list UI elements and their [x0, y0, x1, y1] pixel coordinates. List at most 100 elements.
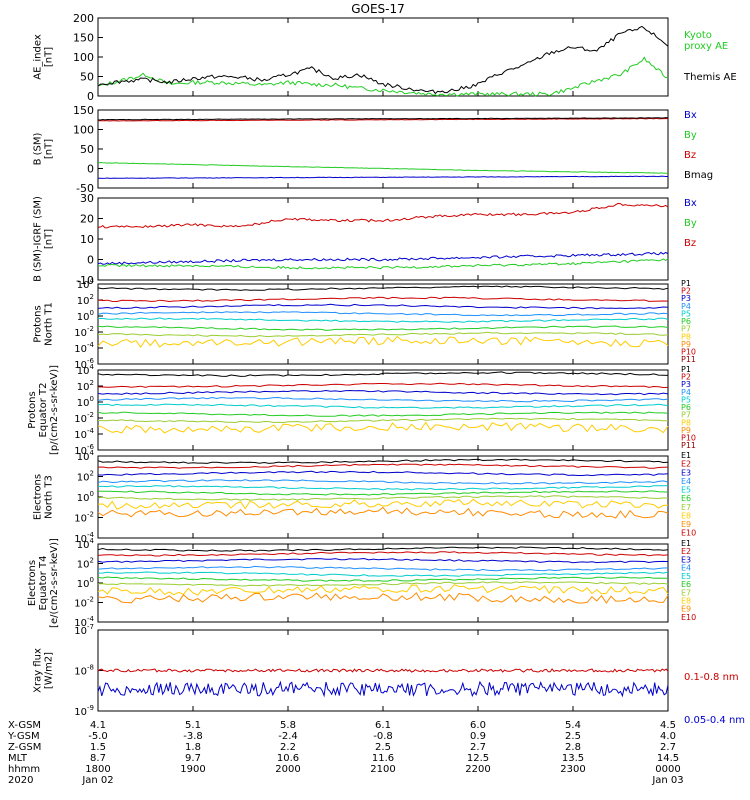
y-tick-label: 100	[77, 576, 94, 590]
ephemeris-value: 2.7	[660, 742, 676, 753]
ephemeris-value: 1800	[85, 764, 110, 775]
series-line	[98, 175, 668, 179]
ephemeris-value: 2.8	[565, 742, 581, 753]
channel-label: E1	[681, 451, 691, 460]
ephemeris-value: Jan 02	[81, 775, 113, 786]
channel-label: P9	[681, 426, 691, 435]
channel-label: P6	[681, 403, 691, 412]
ephemeris-value: -5.0	[88, 731, 108, 742]
y-axis-label: [nT]	[44, 47, 55, 67]
channel-line	[97, 396, 669, 403]
channel-label: E6	[681, 494, 691, 503]
ephemeris-value: 12.5	[467, 753, 489, 764]
channel-line	[97, 335, 669, 348]
channel-label: P7	[681, 325, 691, 334]
ephemeris-value: Jan 03	[651, 775, 683, 786]
y-tick-label: 104	[77, 537, 95, 551]
y-axis-label: B (SM)	[33, 132, 44, 165]
channel-line	[97, 303, 669, 310]
channel-label: E6	[681, 580, 691, 589]
ephemeris-value: 13.5	[562, 753, 584, 764]
y-tick-label: 150	[73, 104, 94, 117]
ephemeris-row-label: MLT	[8, 753, 28, 764]
y-tick-label: 10-9	[74, 704, 94, 718]
y-tick-exponent: -4	[87, 615, 95, 623]
channel-label: P8	[681, 332, 691, 341]
channel-line	[97, 495, 669, 501]
y-tick-exponent: -9	[87, 704, 94, 712]
channel-label: E4	[681, 477, 691, 486]
y-tick-label: 10-4	[74, 427, 94, 441]
y-axis-label: Electrons	[33, 474, 44, 520]
y-axis-label: [p/(cm2-s-sr-keV)]	[49, 365, 60, 455]
y-tick-label: -10	[76, 274, 94, 287]
y-tick-exponent: -2	[87, 325, 94, 333]
ephemeris-value: 2000	[275, 764, 300, 775]
legend-entry: Bz	[684, 150, 696, 161]
channel-label: E9	[681, 520, 691, 529]
y-tick-label: 10-2	[74, 511, 94, 525]
ephemeris-row-label: Y-GSM	[7, 731, 40, 742]
y-axis-label: [W/m2]	[44, 652, 55, 689]
y-tick-exponent: -2	[87, 511, 94, 519]
channel-label: E9	[681, 605, 691, 614]
channel-label: E1	[681, 539, 691, 548]
ephemeris-value: 2.5	[565, 731, 581, 742]
channel-label: E7	[681, 588, 691, 597]
y-tick-exponent: 4	[90, 277, 95, 285]
channel-label: E4	[681, 564, 691, 573]
y-tick-label: 0	[87, 90, 94, 103]
channel-label: P6	[681, 317, 691, 326]
y-tick-exponent: 0	[90, 395, 94, 403]
panel-frame	[97, 369, 669, 451]
y-tick-label: 200	[73, 12, 94, 25]
y-tick-exponent: 4	[90, 537, 95, 545]
ephemeris-value: 4.1	[90, 720, 106, 731]
ephemeris-value: 1.5	[90, 742, 106, 753]
y-tick-label: 30	[80, 192, 94, 205]
channel-line	[97, 565, 669, 572]
channel-label: P5	[681, 395, 691, 404]
y-tick-exponent: 0	[90, 309, 94, 317]
ephemeris-value: 2.7	[470, 742, 486, 753]
ephemeris-row-label: 2020	[8, 775, 33, 786]
y-tick-exponent: -4	[87, 341, 95, 349]
channel-line	[97, 371, 669, 377]
y-tick-label: 100	[73, 124, 94, 137]
y-tick-label: 10-2	[74, 325, 94, 339]
y-tick-exponent: 2	[90, 379, 94, 387]
ephemeris-value: 2.5	[375, 742, 391, 753]
y-tick-label: 100	[77, 490, 94, 504]
series-line	[97, 202, 669, 229]
y-tick-exponent: -2	[87, 411, 94, 419]
channel-line	[97, 592, 669, 604]
y-tick-exponent: -6	[87, 443, 95, 451]
ephemeris-value: 2200	[465, 764, 490, 775]
legend-entry: proxy AE	[684, 41, 728, 52]
y-axis-label: [nT]	[44, 229, 55, 249]
channel-line	[97, 458, 669, 464]
channel-line	[97, 317, 669, 323]
y-tick-label: 104	[77, 363, 95, 377]
channel-line	[97, 463, 669, 469]
ephemeris-row-label: Z-GSM	[8, 742, 41, 753]
y-tick-label: 10	[80, 233, 94, 246]
channel-label: E2	[681, 460, 691, 469]
channel-label: P11	[681, 355, 696, 364]
ephemeris-value: 8.7	[90, 753, 106, 764]
legend-entry: 0.05-0.4 nm	[684, 715, 745, 726]
channel-line	[97, 311, 669, 317]
xray-line	[97, 680, 669, 698]
series-line	[97, 161, 669, 174]
y-tick-exponent: 0	[90, 490, 94, 498]
y-tick-label: 100	[77, 395, 94, 409]
y-tick-label: 50	[80, 143, 94, 156]
y-tick-label: 102	[77, 470, 94, 484]
y-tick-label: 100	[73, 51, 94, 64]
y-axis-label: Equator T4	[38, 556, 49, 611]
channel-line	[97, 576, 669, 582]
